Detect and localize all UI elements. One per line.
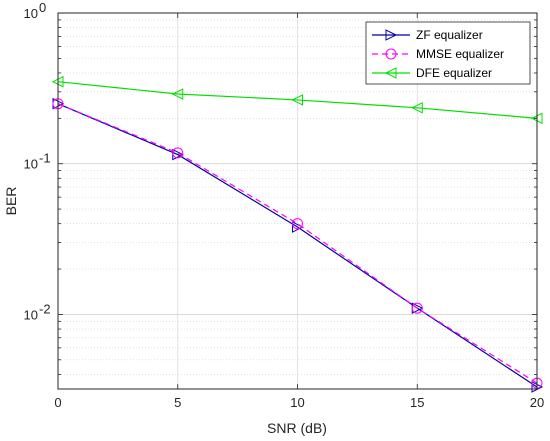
data-point <box>292 218 303 230</box>
legend-entry: ZF equalizer <box>372 28 483 42</box>
data-point <box>291 94 303 106</box>
data-point <box>292 221 304 233</box>
legend-box <box>365 21 531 85</box>
axis-ticks <box>57 12 538 389</box>
y-axis-label: BER <box>3 187 19 216</box>
y-tick-label-exponent: 0 <box>39 0 46 15</box>
x-tick-labels: 0 5 10 15 20 <box>54 395 544 410</box>
y-tick-label-exponent: -2 <box>39 301 51 316</box>
y-tick-label-exponent: -1 <box>39 151 51 166</box>
x-tick-label: 5 <box>174 395 181 410</box>
y-tick-label: 10 <box>24 307 38 322</box>
data-point <box>172 147 184 159</box>
legend-label: MMSE equalizer <box>416 47 504 61</box>
series-line <box>57 81 538 119</box>
data-point <box>171 88 184 100</box>
y-tick-label: 10 <box>24 157 38 172</box>
data-point <box>384 67 397 79</box>
legend-entry: MMSE equalizer <box>372 47 504 61</box>
series-line <box>57 103 538 384</box>
legend: ZF equalizer MMSE equalizer DFE equalizer <box>365 21 531 85</box>
data-point <box>411 101 423 114</box>
y-tick-label: 10 <box>24 6 38 21</box>
legend-label: DFE equalizer <box>416 66 492 80</box>
legend-label: ZF equalizer <box>416 28 483 42</box>
legend-entry: DFE equalizer <box>372 66 492 80</box>
x-tick-label: 20 <box>530 395 544 410</box>
x-tick-label: 0 <box>54 395 61 410</box>
x-tick-label: 15 <box>410 395 424 410</box>
x-axis-label: SNR (dB) <box>267 420 327 436</box>
series-line <box>57 103 538 388</box>
data-point <box>411 302 423 314</box>
x-tick-label: 10 <box>290 395 304 410</box>
data-point <box>385 48 397 60</box>
data-point <box>385 29 398 41</box>
